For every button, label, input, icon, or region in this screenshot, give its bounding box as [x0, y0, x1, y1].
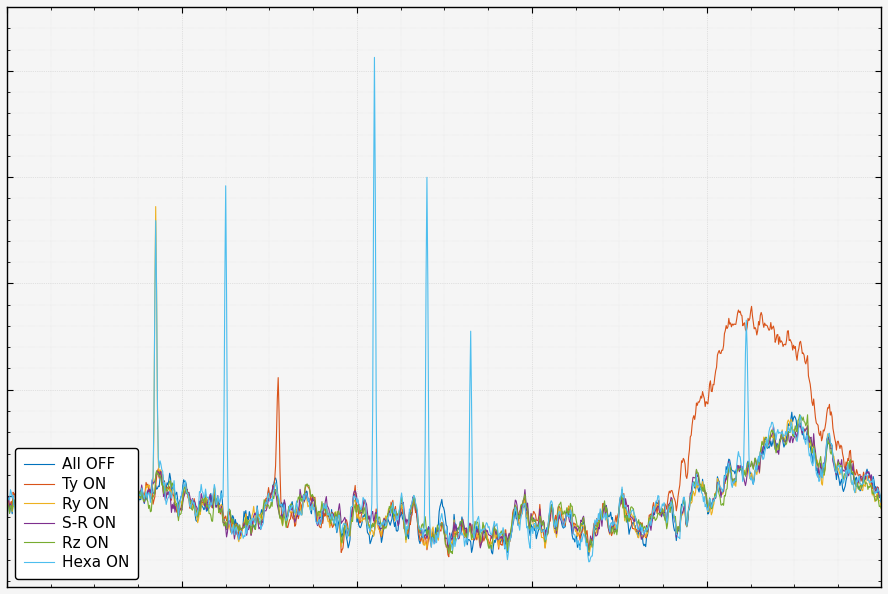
Line: Hexa ON: Hexa ON	[7, 58, 881, 562]
S-R ON	[91, 510, 101, 517]
S-R ON	[794, 421, 805, 428]
S-R ON	[2, 488, 12, 495]
Ty ON	[443, 553, 454, 560]
Hexa ON	[2, 491, 12, 498]
Hexa ON	[685, 495, 695, 502]
Ry ON	[150, 203, 161, 210]
Line: Ty ON: Ty ON	[7, 307, 881, 557]
Hexa ON	[91, 513, 101, 520]
Ty ON	[700, 403, 710, 410]
Line: S-R ON: S-R ON	[7, 424, 881, 549]
Legend: All OFF, Ty ON, Ry ON, S-R ON, Rz ON, Hexa ON: All OFF, Ty ON, Ry ON, S-R ON, Rz ON, He…	[14, 448, 139, 579]
All OFF	[787, 409, 797, 416]
Rz ON	[2, 497, 12, 504]
Ry ON	[387, 500, 398, 507]
Ry ON	[701, 493, 711, 500]
Hexa ON	[604, 523, 614, 530]
Hexa ON	[583, 558, 594, 565]
Hexa ON	[355, 506, 366, 513]
Hexa ON	[387, 499, 398, 506]
Rz ON	[355, 508, 366, 515]
Ry ON	[584, 548, 595, 555]
Ry ON	[604, 528, 614, 535]
Hexa ON	[701, 501, 711, 508]
Ty ON	[684, 446, 694, 453]
Line: Ry ON: Ry ON	[7, 207, 881, 552]
S-R ON	[355, 510, 366, 517]
Line: All OFF: All OFF	[7, 412, 881, 556]
Ry ON	[356, 517, 367, 525]
Hexa ON	[876, 499, 886, 506]
Line: Rz ON: Rz ON	[7, 415, 881, 554]
Hexa ON	[369, 54, 380, 61]
Ty ON	[603, 521, 614, 528]
S-R ON	[876, 498, 886, 505]
S-R ON	[386, 507, 397, 514]
Rz ON	[876, 504, 886, 511]
Ry ON	[876, 505, 886, 512]
All OFF	[684, 505, 694, 513]
Ty ON	[91, 509, 101, 516]
All OFF	[583, 552, 594, 560]
Rz ON	[386, 510, 397, 517]
All OFF	[2, 495, 12, 503]
Ty ON	[386, 503, 397, 510]
Rz ON	[700, 489, 710, 497]
S-R ON	[603, 523, 614, 530]
All OFF	[386, 516, 397, 523]
Ty ON	[876, 498, 886, 505]
Ry ON	[91, 514, 101, 521]
Ty ON	[355, 519, 366, 526]
All OFF	[876, 495, 886, 503]
Rz ON	[684, 503, 694, 510]
S-R ON	[684, 500, 694, 507]
All OFF	[355, 524, 366, 531]
S-R ON	[442, 546, 453, 553]
All OFF	[700, 489, 710, 497]
S-R ON	[700, 490, 710, 497]
Ty ON	[746, 303, 757, 310]
All OFF	[603, 512, 614, 519]
Ty ON	[2, 491, 12, 498]
Rz ON	[447, 550, 457, 557]
All OFF	[91, 517, 101, 524]
Rz ON	[603, 519, 614, 526]
Ry ON	[2, 492, 12, 499]
Rz ON	[91, 502, 101, 509]
Rz ON	[795, 411, 805, 418]
Ry ON	[685, 498, 695, 505]
